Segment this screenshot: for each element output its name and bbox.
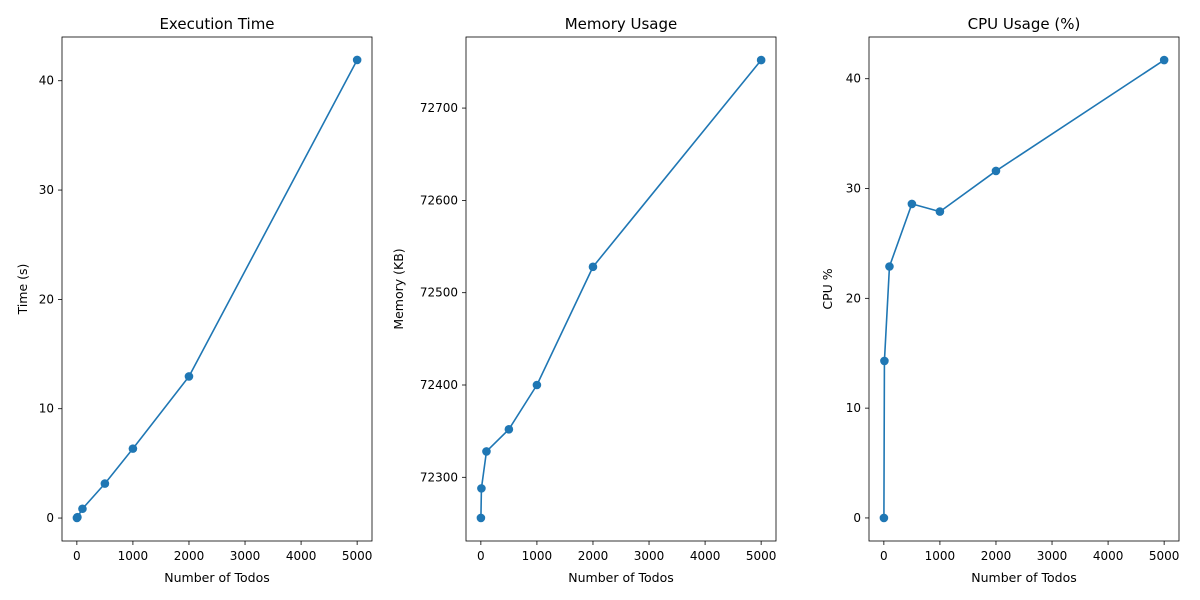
x-tick-label: 0 — [477, 549, 485, 563]
data-point — [880, 356, 889, 366]
data-point — [504, 425, 514, 434]
x-tick-label: 5000 — [746, 549, 777, 563]
y-tick-label: 72300 — [420, 470, 458, 484]
axes-frame — [61, 36, 373, 542]
data-point — [907, 199, 917, 209]
data-point — [756, 55, 766, 65]
y-tick-label: 40 — [846, 72, 861, 86]
y-axis-label: Memory (KB) — [391, 248, 406, 329]
data-point — [477, 484, 486, 493]
x-tick-label: 1000 — [118, 549, 149, 563]
data-point — [991, 166, 1001, 176]
x-tick-label: 5000 — [342, 549, 373, 563]
data-point — [879, 513, 889, 523]
x-tick-label: 4000 — [1093, 549, 1124, 563]
y-tick-label: 40 — [39, 74, 54, 88]
x-tick-label: 2000 — [578, 549, 609, 563]
x-tick-label: 2000 — [174, 549, 205, 563]
y-tick-label: 10 — [846, 401, 861, 415]
data-point — [588, 262, 598, 272]
y-tick-label: 20 — [39, 292, 54, 306]
y-tick-label: 30 — [39, 183, 54, 197]
x-tick-label: 3000 — [1037, 549, 1068, 563]
subplot-2: Memory Usage 0 1000 2000 3000 4000 5000 72300 72… — [391, 15, 776, 585]
x-axis-label: Number of Todos — [164, 570, 269, 585]
subplot-1: Execution Time 0 1000 2000 3000 4000 5000 0 10 20… — [15, 15, 372, 585]
x-tick-label: 2000 — [981, 549, 1012, 563]
data-point — [128, 444, 138, 453]
x-axis-label: Number of Todos — [971, 570, 1076, 585]
data-point — [100, 479, 110, 488]
axes-frame — [465, 36, 777, 542]
data-point — [352, 55, 362, 65]
y-axis-label: CPU % — [820, 268, 835, 309]
x-tick-label: 0 — [73, 549, 81, 563]
y-tick-label: 0 — [46, 511, 54, 525]
x-tick-label: 3000 — [634, 549, 665, 563]
x-tick-label: 5000 — [1149, 549, 1180, 563]
axes-frame — [868, 36, 1180, 542]
data-point — [476, 513, 486, 523]
data-point — [73, 512, 82, 522]
chart-title: CPU Usage (%) — [968, 15, 1081, 33]
y-tick-label: 0 — [853, 511, 861, 525]
y-tick-label: 20 — [846, 291, 861, 305]
x-tick-label: 4000 — [286, 549, 317, 563]
y-tick-label: 72500 — [420, 286, 458, 300]
chart-title: Execution Time — [159, 15, 274, 33]
y-tick-label: 72400 — [420, 378, 458, 392]
y-tick-label: 10 — [39, 402, 54, 416]
x-axis-label: Number of Todos — [568, 570, 673, 585]
data-point — [935, 207, 945, 216]
subplot-3: CPU Usage (%) 0 1000 2000 3000 4000 5000 0 10 20 3… — [820, 15, 1179, 585]
x-tick-label: 4000 — [690, 549, 721, 563]
y-axis-label: Time (s) — [15, 264, 30, 316]
x-tick-label: 3000 — [230, 549, 261, 563]
x-tick-label: 0 — [880, 549, 888, 563]
data-point — [78, 504, 87, 514]
y-tick-label: 72600 — [420, 193, 458, 207]
y-tick-label: 72700 — [420, 101, 458, 115]
x-tick-label: 1000 — [925, 549, 956, 563]
data-point — [885, 262, 894, 271]
data-point — [482, 447, 491, 456]
data-point — [532, 380, 542, 390]
y-tick-label: 30 — [846, 182, 861, 196]
data-point — [1159, 55, 1169, 65]
chart-title: Memory Usage — [565, 15, 678, 33]
data-point — [184, 372, 194, 381]
x-tick-label: 1000 — [522, 549, 553, 563]
